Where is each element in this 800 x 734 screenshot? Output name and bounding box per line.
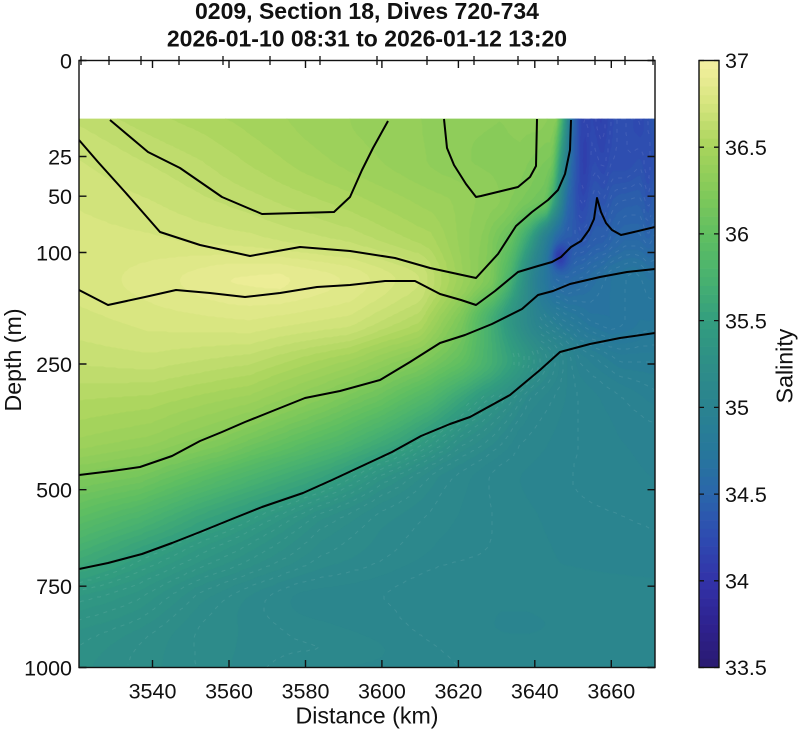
svg-text:3540: 3540 bbox=[129, 680, 177, 704]
svg-text:750: 750 bbox=[36, 575, 72, 599]
svg-text:3660: 3660 bbox=[587, 680, 635, 704]
svg-text:Depth (m): Depth (m) bbox=[0, 308, 26, 411]
svg-text:2026-01-10 08:31 to 2026-01-12: 2026-01-10 08:31 to 2026-01-12 13:20 bbox=[167, 26, 567, 52]
svg-text:Salinity: Salinity bbox=[771, 328, 797, 403]
svg-text:37: 37 bbox=[725, 49, 749, 73]
svg-text:34: 34 bbox=[725, 570, 749, 594]
svg-text:3560: 3560 bbox=[205, 680, 253, 704]
svg-text:1000: 1000 bbox=[24, 657, 72, 681]
svg-text:34.5: 34.5 bbox=[725, 483, 767, 507]
svg-text:3580: 3580 bbox=[282, 680, 330, 704]
svg-text:500: 500 bbox=[36, 479, 72, 503]
svg-text:0: 0 bbox=[60, 50, 72, 74]
svg-text:36: 36 bbox=[725, 223, 749, 247]
svg-text:3600: 3600 bbox=[358, 680, 406, 704]
svg-text:100: 100 bbox=[36, 242, 72, 266]
svg-text:250: 250 bbox=[36, 353, 72, 377]
svg-text:25: 25 bbox=[48, 146, 72, 170]
svg-text:50: 50 bbox=[48, 185, 72, 209]
svg-text:0209, Section 18, Dives 720-73: 0209, Section 18, Dives 720-734 bbox=[195, 0, 539, 24]
svg-text:35: 35 bbox=[725, 396, 749, 420]
svg-text:33.5: 33.5 bbox=[725, 656, 767, 680]
svg-text:3620: 3620 bbox=[434, 680, 482, 704]
svg-text:36.5: 36.5 bbox=[725, 136, 767, 160]
svg-text:35.5: 35.5 bbox=[725, 309, 767, 333]
svg-text:3640: 3640 bbox=[511, 680, 559, 704]
svg-text:Distance (km): Distance (km) bbox=[295, 703, 438, 729]
